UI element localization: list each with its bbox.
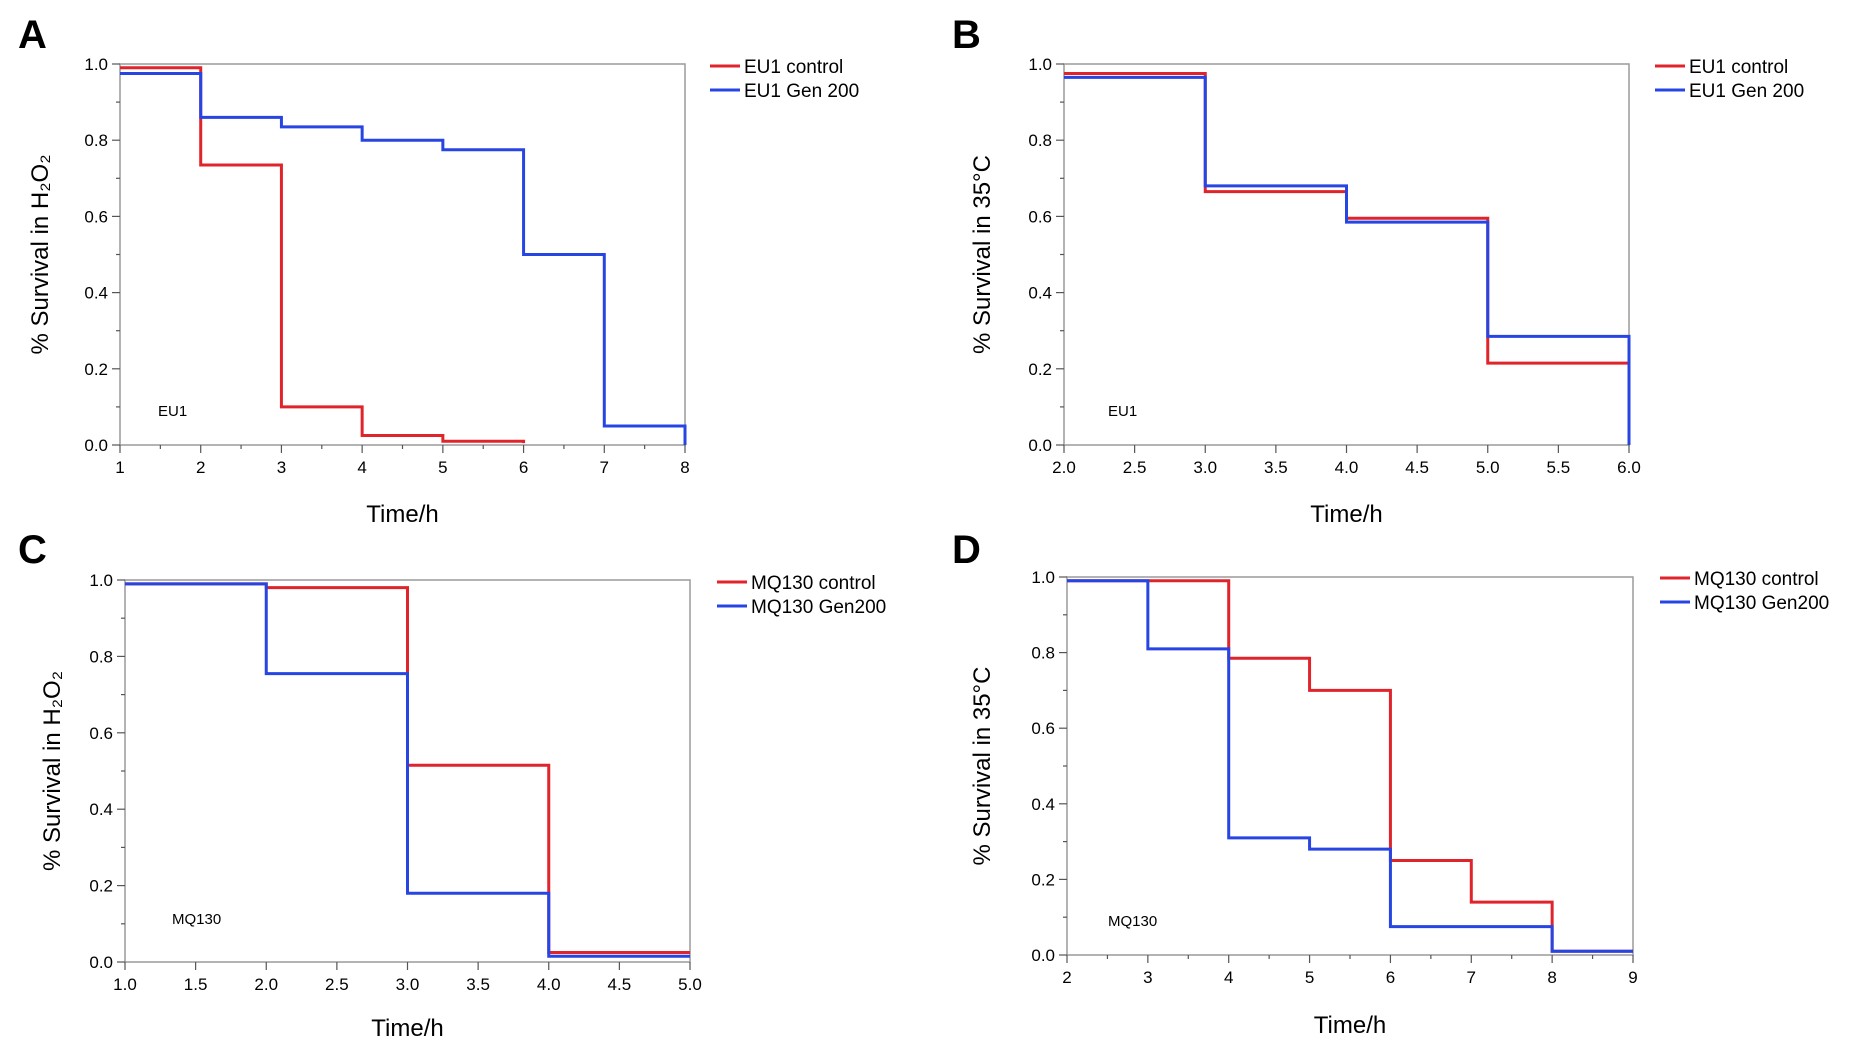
x-tick-label: 2.5 [1123, 458, 1147, 477]
chart-panel-a: A 0.0 0.2 0.4 0.6 0.8 1.0 1 2 3 4 5 6 7 8 Time/h % Survi… [18, 13, 859, 528]
panel-label: B [952, 13, 981, 57]
y-tick-label: 1.0 [89, 571, 113, 590]
series-line-gen200 [120, 72, 687, 445]
y-tick-label: 0.8 [89, 647, 113, 666]
y-tick-label: 0.2 [1028, 360, 1052, 379]
legend-label: EU1 control [1689, 57, 1788, 78]
plot-frame [1066, 576, 1634, 956]
x-tick-label: 5.0 [1476, 458, 1500, 477]
x-tick-label: 4 [357, 458, 366, 477]
x-tick-label: 5 [438, 458, 447, 477]
y-tick-label: 0.6 [84, 207, 108, 226]
x-tick-label: 3.0 [1193, 458, 1217, 477]
x-tick-label: 3.5 [1264, 458, 1288, 477]
y-tick-label: 0.2 [89, 877, 113, 896]
panel-annotation: MQ130 [1108, 913, 1157, 930]
x-tick-label: 7 [600, 458, 609, 477]
x-tick-label: 1 [115, 458, 124, 477]
x-tick-label: 5.0 [678, 975, 702, 994]
x-tick-label: 3.0 [396, 975, 420, 994]
legend-label: MQ130 control [1694, 569, 1819, 590]
x-tick-label: 1.0 [113, 975, 137, 994]
legend-label: MQ130 control [751, 573, 876, 594]
y-axis-title: % Survival in 35°C [969, 155, 996, 354]
y-tick-label: 0.6 [89, 724, 113, 743]
x-tick-label: 6 [519, 458, 528, 477]
chart-panel-d: D 0.0 0.2 0.4 0.6 0.8 1.0 2 3 4 5 6 7 8 9 Time/h % Survi… [952, 528, 1829, 1039]
x-tick-label: 3.5 [466, 975, 490, 994]
y-tick-label: 1.0 [1028, 55, 1052, 74]
panel-label: D [952, 528, 981, 572]
y-tick-label: 0.4 [84, 284, 108, 303]
x-tick-label: 1.5 [184, 975, 208, 994]
panel-annotation: EU1 [1108, 403, 1137, 420]
y-tick-label: 0.6 [1028, 207, 1052, 226]
x-axis-title: Time/h [1314, 1012, 1386, 1039]
x-tick-label: 2 [196, 458, 205, 477]
x-tick-label: 4.0 [1335, 458, 1359, 477]
panel-label: C [18, 528, 47, 572]
x-tick-label: 2.0 [254, 975, 278, 994]
x-tick-label: 2.5 [325, 975, 349, 994]
legend-label: EU1 Gen 200 [744, 81, 859, 102]
x-tick-label: 4.5 [1405, 458, 1429, 477]
x-tick-label: 3 [277, 458, 286, 477]
x-axis-title: Time/h [371, 1015, 443, 1042]
legend-label: EU1 Gen 200 [1689, 81, 1804, 102]
y-tick-label: 0.0 [89, 953, 113, 972]
panel-label: A [18, 13, 47, 57]
legend-label: EU1 control [744, 57, 843, 78]
x-axis-title: Time/h [366, 501, 438, 528]
legend-label: MQ130 Gen200 [751, 597, 886, 618]
legend-label: MQ130 Gen200 [1694, 593, 1829, 614]
y-tick-label: 0.4 [1028, 284, 1052, 303]
x-tick-label: 3 [1143, 968, 1152, 987]
y-tick-label: 0.6 [1031, 719, 1055, 738]
x-tick-label: 2.0 [1052, 458, 1076, 477]
y-tick-label: 0.4 [89, 800, 113, 819]
y-tick-label: 0.4 [1031, 795, 1055, 814]
y-tick-label: 0.2 [1031, 870, 1055, 889]
y-axis-title: % Survival in H₂O₂ [27, 154, 54, 354]
y-axis-title: % Survival in 35°C [969, 666, 996, 865]
panel-annotation: MQ130 [172, 911, 221, 928]
x-tick-label: 2 [1062, 968, 1071, 987]
y-axis-title: % Survival in H₂O₂ [39, 671, 66, 871]
series-line-gen200 [1064, 75, 1631, 445]
y-tick-label: 1.0 [84, 55, 108, 74]
series-line-gen200 [1067, 579, 1633, 953]
y-tick-label: 0.8 [1031, 644, 1055, 663]
x-tick-label: 5.5 [1547, 458, 1571, 477]
x-tick-label: 9 [1628, 968, 1637, 987]
x-tick-label: 6.0 [1617, 458, 1641, 477]
x-tick-label: 8 [1547, 968, 1556, 987]
series-line-control [120, 66, 526, 444]
y-tick-label: 0.8 [84, 131, 108, 150]
series-line-control [1067, 579, 1633, 953]
x-tick-label: 4.5 [608, 975, 632, 994]
y-tick-label: 0.2 [84, 360, 108, 379]
chart-panel-b: B 0.0 0.2 0.4 0.6 0.8 1.0 2.0 2.5 3.0 3.5 4.0 4.5 5.0… [952, 13, 1804, 528]
x-axis-title: Time/h [1310, 501, 1382, 528]
panel-annotation: EU1 [158, 403, 187, 420]
y-tick-label: 1.0 [1031, 568, 1055, 587]
y-tick-label: 0.0 [84, 436, 108, 455]
chart-panel-c: C 0.0 0.2 0.4 0.6 0.8 1.0 1.0 1.5 2.0 2.5 3.0 3.5 4.0… [18, 528, 886, 1042]
y-tick-label: 0.0 [1028, 436, 1052, 455]
x-tick-label: 8 [680, 458, 689, 477]
x-tick-label: 4 [1224, 968, 1233, 987]
plot-frame [1063, 63, 1630, 446]
y-tick-label: 0.8 [1028, 131, 1052, 150]
x-tick-label: 7 [1467, 968, 1476, 987]
y-tick-label: 0.0 [1031, 946, 1055, 965]
x-tick-label: 6 [1386, 968, 1395, 987]
series-line-gen200 [125, 582, 690, 958]
x-tick-label: 4.0 [537, 975, 561, 994]
x-tick-label: 5 [1305, 968, 1314, 987]
